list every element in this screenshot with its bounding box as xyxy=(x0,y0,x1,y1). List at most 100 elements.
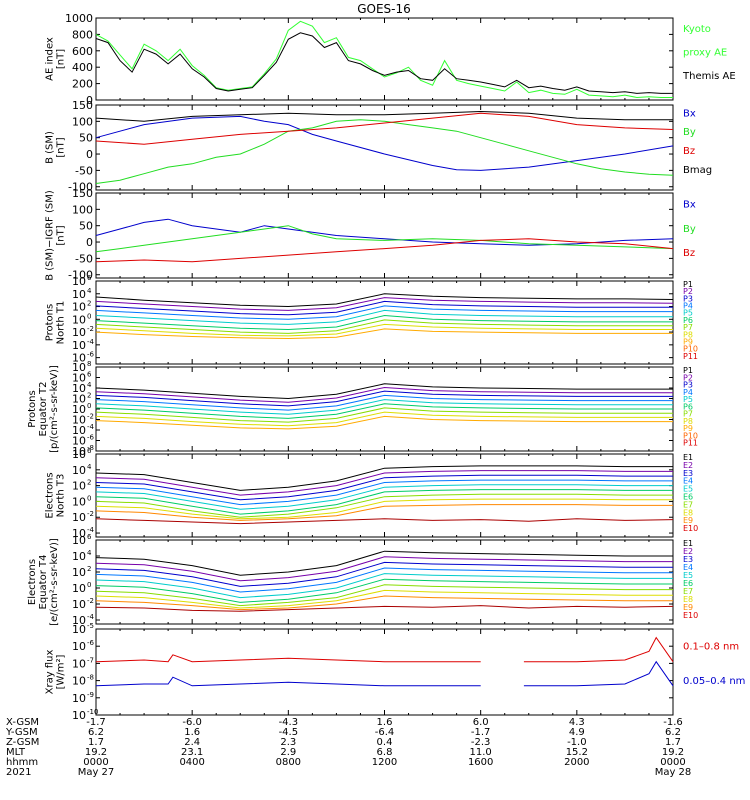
series-line-P3 xyxy=(95,300,673,316)
series-line-E2 xyxy=(95,556,673,582)
y-tick-label: 10 xyxy=(72,372,86,385)
panel-3: 150 100 50 0 -50 -100 B (SM)−IGRF (SM) [nT] Bx By… xyxy=(45,187,696,282)
y-tick-exponent: 6 xyxy=(87,533,92,541)
series-line-Bz xyxy=(95,112,674,145)
footer-value: 0000 xyxy=(83,757,108,768)
legend-entry: E6 xyxy=(683,493,693,502)
legend-entry: P11 xyxy=(683,439,698,448)
series-line-0.05–0.4 nm xyxy=(95,660,674,687)
y-tick-label: 10 xyxy=(72,623,86,636)
y-tick-label: 0 xyxy=(86,236,93,249)
legend-entry: E9 xyxy=(683,603,693,612)
legend-entry: E4 xyxy=(683,477,693,486)
y-tick-label: -100 xyxy=(68,181,93,194)
series-line-P6 xyxy=(95,314,673,331)
y-tick-label: 400 xyxy=(72,61,93,74)
footer-value: -2.3 xyxy=(471,737,491,748)
series-line-E8 xyxy=(95,589,673,609)
footer-value: 6.0 xyxy=(473,717,489,728)
y-tick-label: 150 xyxy=(72,187,93,200)
legend-entry: E7 xyxy=(683,500,693,509)
panel-frame xyxy=(95,17,674,101)
series-line-Bmag xyxy=(95,110,673,122)
legend-entry: proxy AE xyxy=(683,47,727,58)
y-tick-label: 10 xyxy=(72,361,86,374)
footer-value: 15.2 xyxy=(566,747,588,758)
legend-entry: P1 xyxy=(683,280,693,289)
series-line-Themis AE xyxy=(95,32,673,94)
legend-entry: E10 xyxy=(683,524,698,533)
y-tick-label: 10 xyxy=(72,393,86,406)
footer-value: 1.7 xyxy=(665,737,681,748)
series-line-E7 xyxy=(95,493,673,518)
series-line-P7 xyxy=(95,319,673,334)
y-axis-label: Electrons xyxy=(27,559,38,605)
y-tick-label: 10 xyxy=(72,692,86,705)
y-tick-label: 10 xyxy=(72,445,86,458)
y-tick-label: -50 xyxy=(75,252,93,265)
footer-value: 2.9 xyxy=(280,747,296,758)
legend-entry: E8 xyxy=(683,595,693,604)
legend-entry: Themis AE xyxy=(682,71,736,82)
footer-value: 0800 xyxy=(276,757,301,768)
y-axis-label: Equator T2 xyxy=(38,382,49,437)
y-tick-exponent: 0 xyxy=(87,581,91,589)
footer-row-label: MLT xyxy=(6,747,26,758)
y-tick-label: 0 xyxy=(86,94,93,107)
y-tick-exponent: 2 xyxy=(87,479,91,487)
series-line-E9 xyxy=(95,595,673,611)
series-line-P4 xyxy=(95,394,673,411)
series-line-By xyxy=(95,225,674,253)
y-tick-exponent: 2 xyxy=(87,565,91,573)
y-tick-label: 800 xyxy=(72,28,93,41)
y-tick-label: 10 xyxy=(72,709,86,722)
y-axis-label: [p/(cm²-s-sr-keV)] xyxy=(49,365,60,453)
legend-entry: P11 xyxy=(683,352,698,361)
legend-entry: P9 xyxy=(683,337,693,346)
series-line-P1 xyxy=(95,383,673,400)
footer-value: 0.4 xyxy=(377,737,393,748)
y-axis-label: Protons xyxy=(27,390,38,427)
y-tick-label: 10 xyxy=(72,614,86,627)
y-axis-label: [nT] xyxy=(56,137,67,157)
y-tick-label: 1000 xyxy=(65,12,93,25)
footer-value: 1200 xyxy=(372,757,397,768)
y-tick-exponent: -2 xyxy=(87,597,94,605)
series-line-P9 xyxy=(95,328,673,340)
y-tick-exponent: 6 xyxy=(87,447,92,455)
legend-entry: Bz xyxy=(683,248,695,259)
footer-value: 4.3 xyxy=(569,717,585,728)
legend-entry: P6 xyxy=(683,316,693,325)
chart-title: GOES-16 xyxy=(357,2,411,16)
footer-row-label: Y-GSM xyxy=(5,727,38,738)
footer-value: -6.0 xyxy=(182,717,202,728)
legend-entry: Bmag xyxy=(683,165,712,176)
footer-end-date: May 28 xyxy=(655,767,692,778)
legend-entry: P1 xyxy=(683,366,693,375)
y-tick-exponent: -4 xyxy=(87,613,95,621)
y-tick-label: 10 xyxy=(72,414,86,427)
y-tick-exponent: -8 xyxy=(87,444,94,452)
series-line-E9 xyxy=(95,504,673,521)
series-line-Bx xyxy=(95,218,674,246)
legend-entry: E10 xyxy=(683,611,698,620)
y-tick-exponent: -4 xyxy=(87,526,95,534)
legend-entry: P2 xyxy=(683,373,693,382)
footer-value: 1.7 xyxy=(88,737,104,748)
y-tick-exponent: 6 xyxy=(87,274,92,282)
series-line-P4 xyxy=(95,305,673,320)
series-line-E8 xyxy=(95,498,673,520)
y-tick-exponent: 8 xyxy=(87,360,91,368)
legend-entry: P4 xyxy=(683,302,693,311)
footer-value: 6.2 xyxy=(665,727,681,738)
footer-value: -1.6 xyxy=(663,717,683,728)
series-line-E7 xyxy=(95,584,673,607)
y-tick-label: 10 xyxy=(72,598,86,611)
y-tick-label: 10 xyxy=(72,566,86,579)
footer-value: 6.8 xyxy=(377,747,393,758)
series-line-Kyoto proxy AE xyxy=(95,20,673,99)
footer-value: 11.0 xyxy=(470,747,492,758)
footer-value: 1.6 xyxy=(377,717,393,728)
y-tick-label: 100 xyxy=(72,115,93,128)
